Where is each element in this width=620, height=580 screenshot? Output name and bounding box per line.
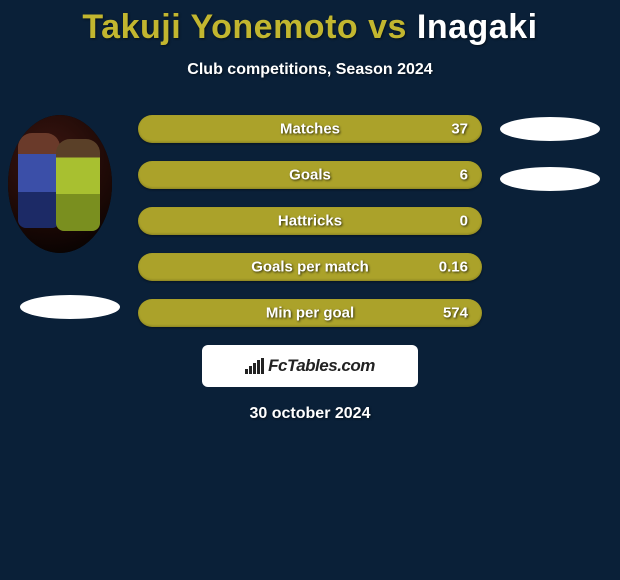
stat-value: 37 [451,121,468,138]
subtitle: Club competitions, Season 2024 [0,61,620,79]
stat-label: Goals [138,167,482,184]
stat-bar: Matches37 [138,115,482,143]
player1-name: Takuji Yonemoto [82,8,358,46]
player1-badge-pill [20,295,120,319]
stats-bars: Matches37 Goals6 Hattricks0 Goals per match… [138,115,482,327]
stat-value: 574 [443,305,468,322]
stat-value: 0.16 [439,259,468,276]
stat-label: Hattricks [138,213,482,230]
stat-label: Matches [138,121,482,138]
vs-text: vs [358,8,417,46]
stat-value: 6 [460,167,468,184]
stat-label: Goals per match [138,259,482,276]
player2-name: Inagaki [417,8,538,46]
stat-bar: Hattricks0 [138,207,482,235]
stat-value: 0 [460,213,468,230]
player2-badge-pill [500,117,600,141]
stat-bar: Min per goal574 [138,299,482,327]
stat-bar: Goals per match0.16 [138,253,482,281]
chart-icon [245,358,264,374]
player2-badge-pill [500,167,600,191]
player-avatar [8,115,112,253]
stat-bar: Goals6 [138,161,482,189]
stat-label: Min per goal [138,305,482,322]
date-label: 30 october 2024 [0,405,620,423]
logo-text: FcTables.com [268,356,375,376]
content-area: Matches37 Goals6 Hattricks0 Goals per match… [0,115,620,327]
source-logo: FcTables.com [202,345,418,387]
comparison-title: Takuji Yonemoto vs Inagaki [0,0,620,47]
